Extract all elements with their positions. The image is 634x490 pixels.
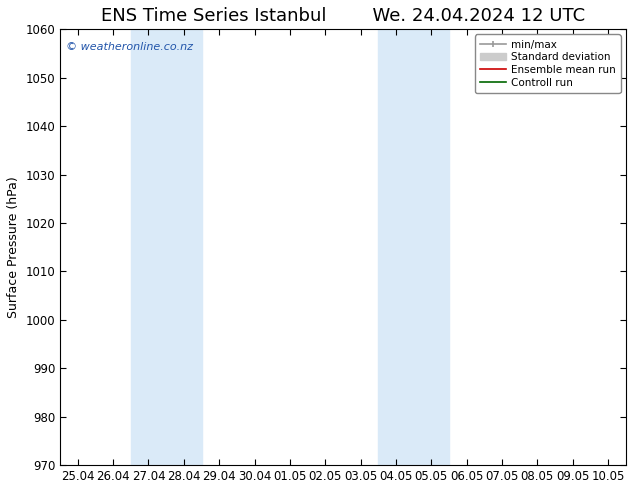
Y-axis label: Surface Pressure (hPa): Surface Pressure (hPa) xyxy=(7,176,20,318)
Bar xyxy=(131,29,202,465)
Legend: min/max, Standard deviation, Ensemble mean run, Controll run: min/max, Standard deviation, Ensemble me… xyxy=(475,34,621,93)
Title: ENS Time Series Istanbul        We. 24.04.2024 12 UTC: ENS Time Series Istanbul We. 24.04.2024 … xyxy=(101,7,585,25)
Bar xyxy=(378,29,449,465)
Text: © weatheronline.co.nz: © weatheronline.co.nz xyxy=(66,42,193,52)
